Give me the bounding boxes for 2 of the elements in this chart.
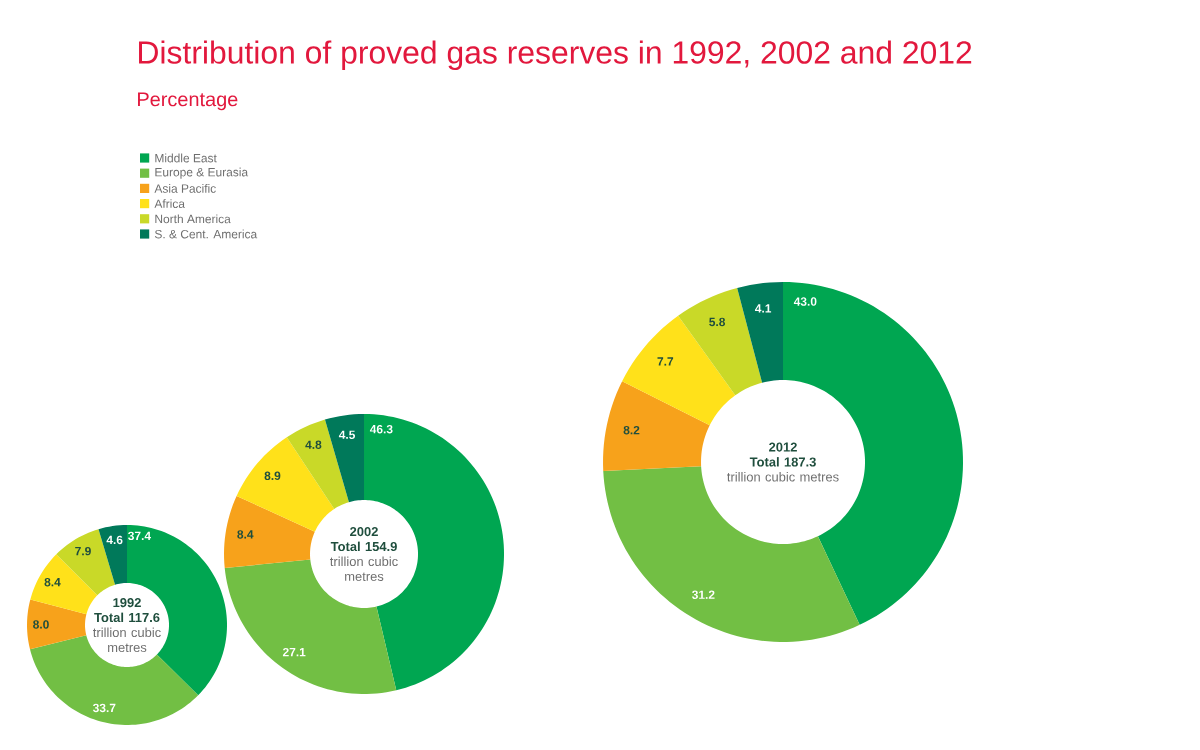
text: Distribution of proved gas reserves in 1992, 2002 and 2012	[139, 40, 972, 71]
chart-subtitle: Percentage	[138, 92, 238, 111]
